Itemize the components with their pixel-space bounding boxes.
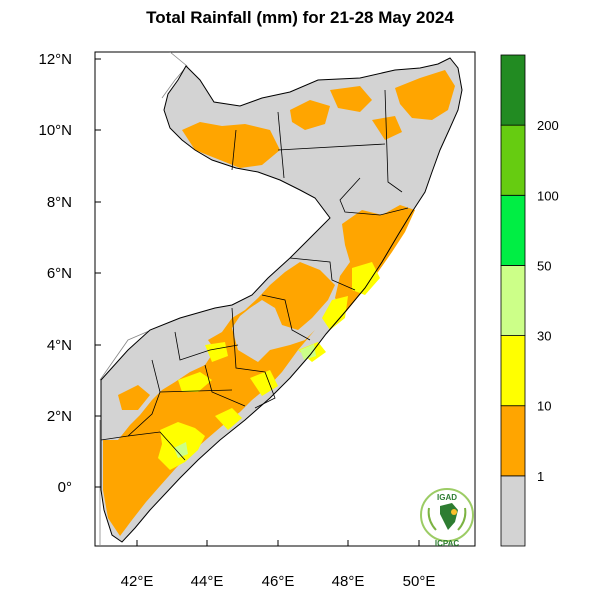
colorbar-bin	[500, 475, 526, 547]
lat-tick-label: 12°N	[38, 51, 72, 68]
colorbar-label: 30	[537, 329, 551, 344]
colorbar-label: 10	[537, 399, 551, 414]
laurel-icon	[427, 507, 467, 531]
somalia-outline	[100, 57, 463, 543]
neighbor-border	[161, 52, 188, 99]
logo-bottom-text: ICPAC	[435, 539, 460, 548]
lat-tick-label: 6°N	[47, 265, 72, 282]
lat-tick-label: 0°	[58, 479, 72, 496]
colorbar-label: 200	[537, 118, 559, 133]
colorbar-bin	[500, 54, 526, 126]
map-title: Total Rainfall (mm) for 21-28 May 2024	[146, 8, 454, 27]
logo-top-text: IGAD	[437, 493, 457, 502]
colorbar-bin	[500, 265, 526, 336]
lon-tick-label: 46°E	[262, 573, 295, 590]
lon-tick-label: 50°E	[403, 573, 436, 590]
colorbar-label: 100	[537, 188, 559, 203]
rain-band-30-50	[174, 344, 316, 458]
region-borders	[100, 89, 409, 461]
lat-tick-label: 8°N	[47, 194, 72, 211]
lat-tick-label: 2°N	[47, 408, 72, 425]
icpac-logo: IGAD ICPAC	[420, 488, 474, 548]
rain-band-1-10	[103, 70, 455, 536]
colorbar-bin	[500, 335, 526, 407]
lon-tick-label: 44°E	[191, 573, 224, 590]
colorbar-legend: 1 10 30 50 100 200	[500, 54, 559, 547]
latitude-axis: 12°N 10°N 8°N 6°N 4°N 2°N 0°	[38, 51, 101, 496]
longitude-axis: 42°E 44°E 46°E 48°E 50°E	[121, 540, 436, 590]
lon-tick-label: 48°E	[332, 573, 365, 590]
colorbar-label: 1	[537, 469, 544, 484]
lat-tick-label: 4°N	[47, 337, 72, 354]
lat-tick-label: 10°N	[38, 122, 72, 139]
colorbar-bin	[500, 405, 526, 477]
lon-tick-label: 42°E	[121, 573, 154, 590]
colorbar-bin	[500, 194, 526, 266]
colorbar-label: 50	[537, 258, 551, 273]
colorbar-bin	[500, 124, 526, 196]
